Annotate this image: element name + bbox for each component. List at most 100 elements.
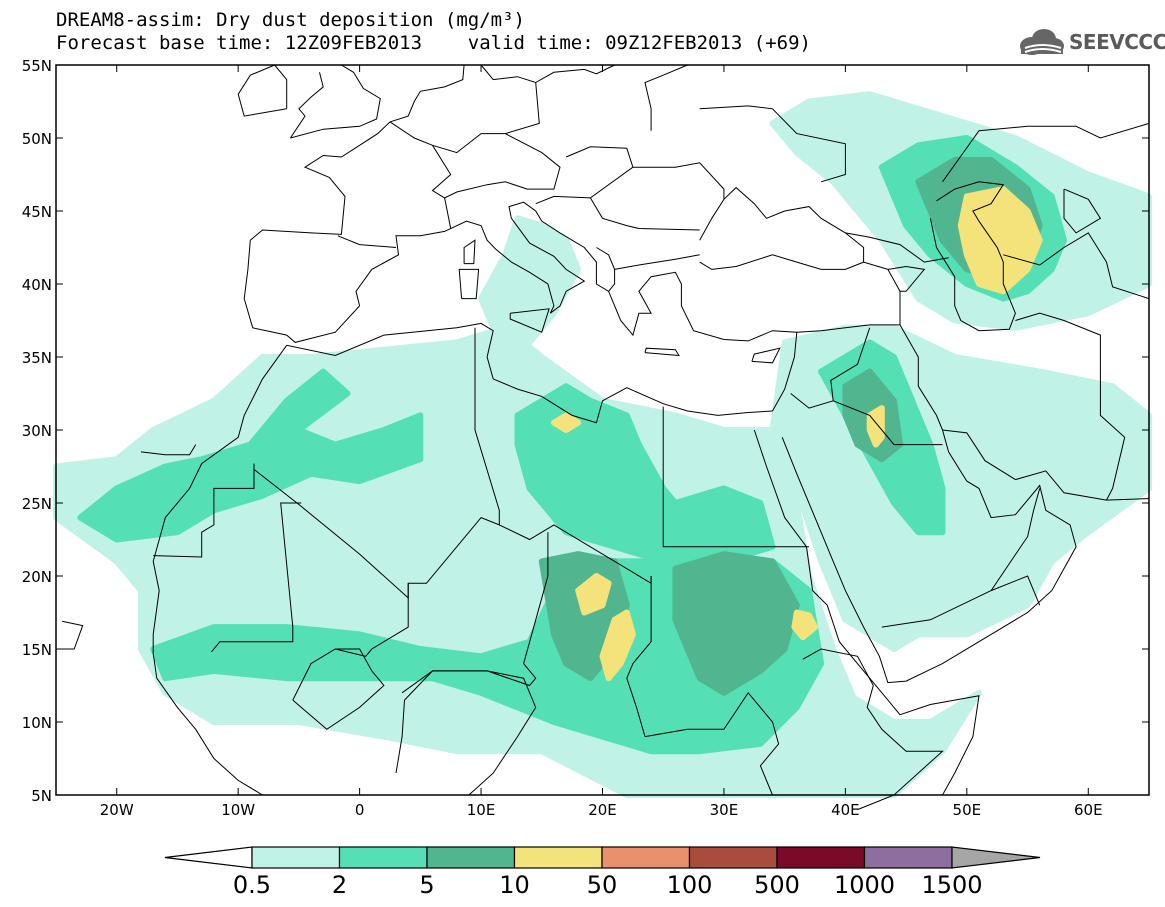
coastline-caspian (929, 181, 1016, 332)
coastline-britain-west (289, 72, 324, 139)
border-chad-sudan (626, 576, 652, 737)
colorbar-segment (338, 846, 428, 869)
border-europe-3 (431, 145, 452, 199)
border-turkmen-uzbek (1003, 232, 1150, 300)
colorbar-segment (863, 846, 953, 869)
lon-tick-label: 60E (1074, 801, 1103, 819)
border-caucasus-2 (863, 261, 926, 292)
lon-tick-label: 40E (831, 801, 860, 819)
seevccc-logo: SEEVCCC (1017, 24, 1165, 60)
lat-tick-label: 10N (22, 714, 52, 732)
logo-text: SEEVCCC (1069, 30, 1165, 54)
border-egypt-libya-sudan (662, 406, 809, 548)
border-europe-11 (699, 105, 846, 183)
colorbar-level-label: 500 (754, 871, 800, 899)
dust-region-very-heavy-libya (550, 412, 582, 433)
dust-region-medium-libya (514, 383, 776, 565)
lat-tick-label: 45N (22, 203, 52, 221)
lon-tick-label: 10E (467, 801, 496, 819)
border-ethiopia (802, 648, 944, 811)
coastline-iberia (243, 201, 682, 343)
forecast-time-subtitle: Forecast base time: 12Z09FEB2013 valid t… (56, 32, 811, 54)
axis-ticks: 55N 50N 45N 40N 35N 30N 25N 20N 15N 10N 5N 20W 10W 0 1… (22, 57, 1149, 819)
coastline-gulf-of-guinea (152, 653, 263, 796)
border-saudi-oman (990, 488, 1041, 591)
border-sudan-south (644, 691, 780, 796)
border-kazakh (942, 122, 1150, 183)
colorbar-level-label: 1500 (921, 871, 982, 899)
chart-title: DREAM8-assim: Dry dust deposition (mg/m³… (56, 9, 525, 31)
colorbar-level-label: 0.5 (233, 871, 271, 899)
lat-tick-label: 5N (31, 787, 52, 805)
colorbar-level-label: 1000 (834, 871, 895, 899)
dust-region-very-heavy-chad-b (599, 609, 636, 682)
coastline-crete (644, 347, 680, 357)
coastline-canaries (140, 444, 197, 456)
dust-region-light-italy (478, 215, 582, 346)
colorbar-level-label: 100 (667, 871, 713, 899)
dust-region-very-heavy-iraq (866, 405, 885, 448)
lat-tick-label: 15N (22, 641, 52, 659)
border-europe-6 (589, 197, 700, 231)
lon-tick-label: 30E (710, 801, 739, 819)
border-turkey-south (796, 269, 901, 333)
lon-tick-label: 50E (953, 801, 982, 819)
coastline-cape-verde (61, 620, 84, 650)
border-iran-turkmen (1015, 312, 1126, 501)
coastline-ireland (237, 64, 288, 117)
border-europe-1 (337, 235, 397, 248)
colorbar-segment (688, 846, 778, 869)
dust-region-medium-westsahara (77, 368, 424, 543)
coastline-black-sea (699, 186, 865, 270)
border-europe-9 (632, 162, 725, 200)
colorbar-segment (776, 846, 866, 869)
lat-tick-label: 25N (22, 495, 52, 513)
lat-tick-label: 55N (22, 57, 52, 75)
coastline-persian-gulf-north (942, 429, 1150, 501)
coastline-red-sea-west (753, 429, 980, 796)
lat-tick-label: 20N (22, 568, 52, 586)
border-saudi-iraq (833, 400, 943, 446)
lon-tick-label: 10W (221, 801, 255, 819)
coastline-baltic (480, 64, 615, 84)
border-iran-iraq (899, 324, 943, 431)
colorbar-segment (426, 846, 516, 869)
border-mali-mauritania (211, 502, 302, 653)
coastlines-borders (61, 64, 1150, 811)
colorbar-segment (601, 846, 691, 869)
border-iraq-syria (790, 327, 871, 409)
coastline-britain (290, 64, 381, 139)
coastline-france-atlantic (249, 64, 465, 241)
border-europe-4 (535, 146, 634, 205)
border-europe-8 (614, 254, 700, 270)
border-algeria-libya (253, 327, 500, 600)
border-burkina (292, 648, 385, 730)
coastline-levant (680, 284, 798, 412)
border-mauritania-wsahara (153, 463, 255, 558)
colorbar-level-label: 5 (419, 871, 434, 899)
dust-region-very-heavy-sudan (791, 609, 818, 641)
coastline-sardinia (458, 268, 480, 300)
colorbar-low-extension (164, 846, 253, 869)
lon-tick-label: 0 (355, 801, 365, 819)
dust-region-heavy-sudan (672, 551, 800, 696)
border-europe-7 (596, 247, 616, 292)
lat-tick-label: 35N (22, 349, 52, 367)
border-caucasus (845, 232, 949, 263)
border-europe-2 (389, 121, 561, 229)
cloud-icon (1020, 29, 1064, 55)
colorbar-segment (513, 846, 603, 869)
lon-tick-label: 20E (588, 801, 617, 819)
lat-tick-label: 40N (22, 276, 52, 294)
coastline-cyprus (751, 347, 781, 364)
border-mali-niger (335, 583, 409, 657)
coastline-aral (1063, 188, 1102, 234)
border-europe-5 (505, 82, 540, 135)
border-nigeria (395, 670, 537, 796)
lat-tick-label: 50N (22, 130, 52, 148)
coastline-red-sea-east (781, 429, 1077, 684)
dust-region-very-heavy-chad-a (575, 573, 612, 616)
coastline-corsica (463, 239, 476, 265)
colorbar-high-extension (951, 846, 1041, 869)
